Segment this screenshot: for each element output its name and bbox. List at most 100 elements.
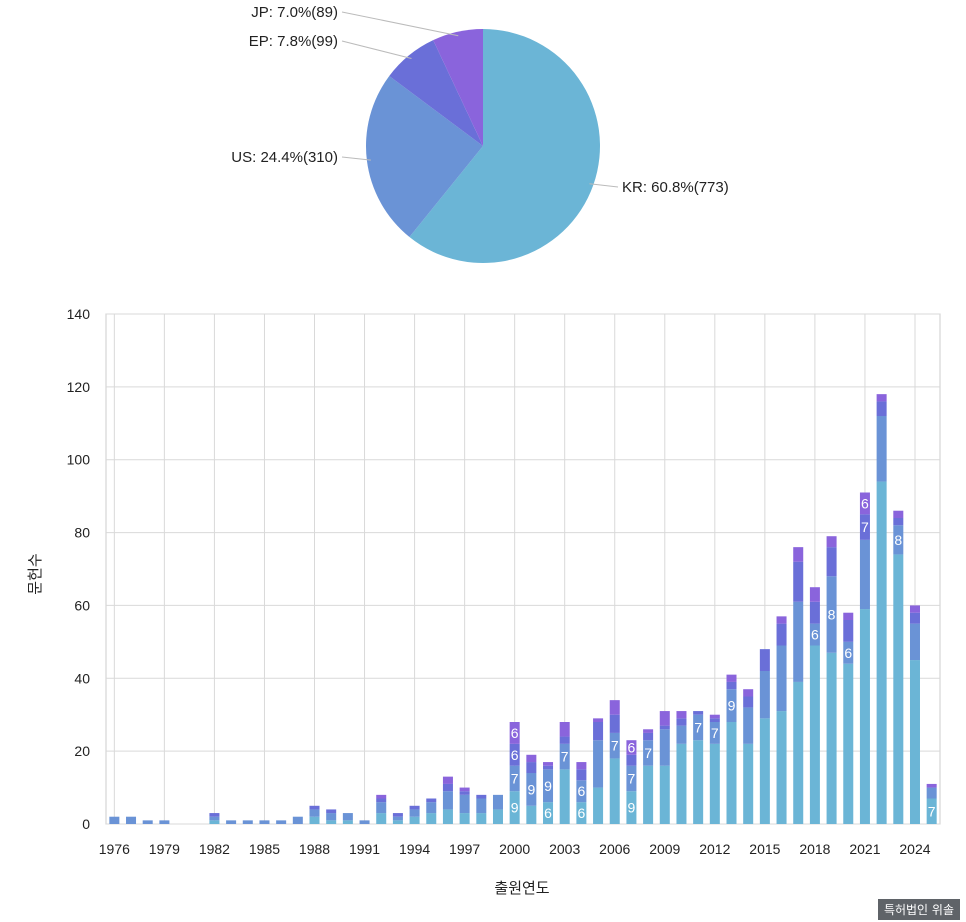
- bar-segment-kr-1996: [442, 809, 453, 824]
- bar-segment-kr-2000: [509, 791, 520, 824]
- bar-data-label: 9: [728, 698, 736, 714]
- bar-segment-jp-2006: [609, 700, 620, 715]
- bar-data-label: 7: [861, 519, 869, 535]
- bar-segment-kr-2022: [876, 481, 887, 824]
- bar-segment-ep-2013: [726, 681, 737, 690]
- bar-segment-us-1986: [276, 820, 287, 824]
- bar-segment-kr-1997: [459, 813, 470, 824]
- bar-segment-kr-1998: [476, 813, 487, 824]
- bar-segment-kr-2005: [593, 787, 604, 824]
- bar-segment-us-2008: [643, 740, 654, 766]
- x-tick-label: 1982: [199, 841, 230, 857]
- bar-segment-kr-1993: [392, 820, 403, 824]
- bar-segment-jp-2021: [859, 492, 870, 515]
- bar-segment-kr-1990: [342, 820, 353, 824]
- bar-segment-us-1979: [159, 820, 170, 824]
- bar-segment-kr-2011: [693, 740, 704, 824]
- bar-data-label: 6: [577, 805, 585, 821]
- bar-segment-ep-1996: [442, 783, 453, 792]
- axis-ticks: 0 20 40 60 80 100 120 140 1976 1979 1982 1985 1988 19…: [67, 306, 931, 857]
- y-tick-label: 100: [67, 452, 91, 468]
- bar-segment-us-2000: [509, 765, 520, 792]
- bar-segment-jp-2016: [776, 616, 787, 624]
- bar-data-label: 7: [694, 719, 702, 735]
- bar-segment-us-1987: [292, 816, 303, 824]
- pie-label-jp: JP: 7.0%(89): [251, 4, 338, 21]
- bar-data-label: 6: [511, 725, 519, 741]
- bar-segment-ep-2000: [509, 743, 520, 766]
- x-tick-label: 2018: [799, 841, 830, 857]
- bar-segment-us-2018: [809, 623, 820, 646]
- bar-segment-jp-2009: [659, 711, 670, 726]
- bar-data-label: 6: [628, 740, 636, 756]
- bar-segment-ep-2003: [559, 736, 570, 744]
- bar-segment-ep-2012: [709, 718, 720, 722]
- bar-segment-ep-1992: [376, 798, 387, 803]
- bar-segment-us-1990: [342, 813, 353, 821]
- bar-segment-us-2016: [776, 645, 787, 712]
- bar-segment-ep-1982: [209, 813, 220, 817]
- bar-segment-us-2002: [543, 769, 554, 803]
- bar-segment-us-1996: [442, 791, 453, 810]
- bar-segment-jp-2007: [626, 740, 637, 755]
- bar-segment-us-2025: [926, 787, 937, 799]
- bar-segment-jp-2008: [643, 729, 654, 733]
- bar-segment-jp-2012: [709, 714, 720, 719]
- bar-segment-ep-2019: [826, 547, 837, 577]
- bar-segment-ep-1997: [459, 791, 470, 795]
- bar-segment-jp-2018: [809, 587, 820, 602]
- bar-segment-jp-2025: [926, 783, 937, 788]
- bar-segment-kr-1992: [376, 813, 387, 824]
- bar-segment-us-2015: [759, 671, 770, 719]
- x-tick-label: 2012: [699, 841, 730, 857]
- bar-segment-kr-2020: [843, 663, 854, 824]
- bar-segment-us-2007: [626, 765, 637, 792]
- bar-segment-us-1983: [226, 820, 237, 824]
- bar-data-label: 6: [811, 627, 819, 643]
- bar-segment-kr-2009: [659, 765, 670, 824]
- bar-segment-us-2005: [593, 740, 604, 788]
- bar-segment-us-1992: [376, 802, 387, 814]
- bar-segment-ep-2018: [809, 601, 820, 624]
- bar-segment-kr-1999: [492, 809, 503, 824]
- bar-segment-us-2003: [559, 743, 570, 770]
- bar-data-label: 7: [561, 749, 569, 765]
- x-axis-title: 출원연도: [494, 879, 549, 897]
- bar-segment-ep-2009: [659, 725, 670, 730]
- bar-segment-kr-2023: [893, 554, 904, 824]
- bar-segment-us-1976: [109, 816, 120, 824]
- bar-segment-ep-2014: [743, 696, 754, 708]
- bar-segment-ep-2022: [876, 401, 887, 416]
- bar-segment-kr-2025: [926, 798, 937, 824]
- bar-data-label: 6: [844, 645, 852, 661]
- bar-segment-kr-2007: [626, 791, 637, 824]
- x-tick-label: 1994: [399, 841, 430, 857]
- bar-segment-us-2010: [676, 725, 687, 744]
- bar-segment-kr-2024: [909, 660, 920, 824]
- bar-segment-jp-2014: [743, 689, 754, 697]
- bar-segment-ep-1988: [309, 805, 320, 810]
- bar-segment-us-2004: [576, 780, 587, 803]
- bar-data-label: 7: [644, 745, 652, 761]
- bar-segment-us-1977: [126, 816, 137, 824]
- bar-segment-jp-2003: [559, 722, 570, 737]
- bar-segment-kr-2015: [759, 718, 770, 824]
- pie-slice-jp: [433, 29, 483, 146]
- bar-segment-ep-2015: [759, 649, 770, 671]
- bar-segment-kr-1982: [209, 820, 220, 824]
- bar-data-label: 6: [511, 747, 519, 763]
- bar-segment-kr-2018: [809, 645, 820, 824]
- bar-segment-us-1997: [459, 794, 470, 814]
- bar-segment-us-2022: [876, 416, 887, 482]
- bar-segment-ep-2008: [643, 732, 654, 741]
- bar-segment-kr-2010: [676, 743, 687, 824]
- bar-data-label: 9: [511, 800, 519, 816]
- bar-segment-us-2021: [859, 539, 870, 610]
- bar-segment-jp-2024: [909, 605, 920, 613]
- bar-segment-ep-1989: [326, 809, 337, 814]
- bar-segment-ep-2007: [626, 754, 637, 766]
- pie-leader-line-ep: [341, 40, 412, 59]
- x-tick-label: 1976: [99, 841, 130, 857]
